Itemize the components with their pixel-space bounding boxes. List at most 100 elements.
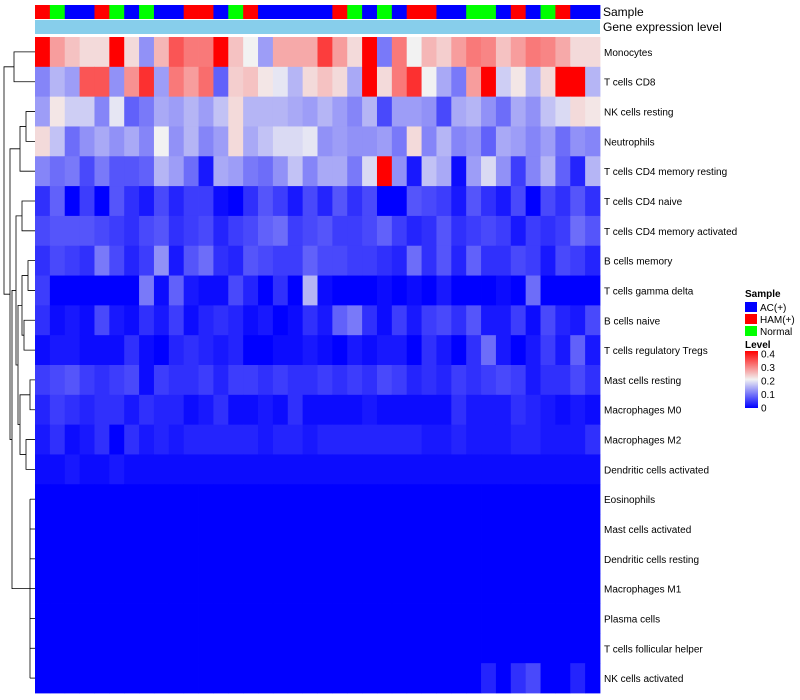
heatmap-cell bbox=[481, 156, 497, 187]
heatmap-cell bbox=[198, 245, 214, 276]
heatmap-cell bbox=[79, 126, 95, 157]
heatmap-cell bbox=[332, 603, 348, 634]
heatmap-cell bbox=[64, 96, 81, 127]
heatmap-cell bbox=[139, 215, 155, 247]
heatmap-cell bbox=[183, 514, 199, 545]
heatmap-cell bbox=[495, 394, 512, 426]
heatmap-cell bbox=[49, 543, 66, 575]
heatmap-cell bbox=[94, 186, 110, 217]
heatmap-cell bbox=[376, 66, 393, 98]
heatmap-cell bbox=[332, 156, 348, 187]
heatmap-cell bbox=[64, 186, 81, 217]
heatmap-cell bbox=[198, 335, 214, 366]
dendrogram-branch bbox=[25, 439, 35, 470]
heatmap-cell bbox=[153, 305, 170, 336]
heatmap-cell bbox=[332, 424, 348, 455]
heatmap-cell bbox=[436, 394, 452, 426]
heatmap-cell bbox=[198, 96, 214, 127]
heatmap-cell bbox=[570, 245, 586, 276]
heatmap-cell bbox=[495, 514, 512, 545]
heatmap-cell bbox=[451, 514, 467, 545]
heatmap-cell bbox=[540, 275, 556, 306]
heatmap-cell bbox=[183, 573, 199, 604]
heatmap-cell bbox=[243, 603, 259, 634]
heatmap-cell bbox=[525, 663, 541, 694]
heatmap-cell bbox=[124, 37, 140, 68]
heatmap-cell bbox=[585, 484, 601, 515]
heatmap-cell bbox=[168, 663, 185, 694]
heatmap-cell bbox=[585, 514, 601, 545]
heatmap-cell bbox=[510, 514, 527, 545]
sample-cell bbox=[109, 5, 125, 19]
heatmap-cell bbox=[451, 245, 467, 276]
heatmap-cell bbox=[525, 603, 541, 634]
heatmap-cell bbox=[228, 186, 244, 217]
heatmap-cell bbox=[64, 335, 81, 366]
heatmap-cell bbox=[258, 305, 274, 336]
heatmap-cell bbox=[124, 365, 140, 396]
heatmap-cell bbox=[153, 603, 170, 634]
heatmap-cell bbox=[495, 66, 512, 98]
heatmap-cell bbox=[481, 573, 497, 604]
heatmap-cell bbox=[258, 275, 274, 306]
heatmap-cell bbox=[347, 275, 363, 306]
heatmap-cell bbox=[585, 663, 601, 694]
heatmap-cell bbox=[495, 126, 512, 157]
heatmap-cell bbox=[585, 365, 601, 396]
heatmap-cell bbox=[347, 126, 363, 157]
sample-cell bbox=[183, 5, 199, 19]
heatmap-cell bbox=[376, 394, 393, 426]
heatmap-cell bbox=[94, 126, 110, 157]
heatmap-cell bbox=[228, 424, 244, 455]
sample-annotation-label: Sample bbox=[603, 5, 644, 19]
heatmap-cell bbox=[466, 96, 482, 127]
heatmap-cell bbox=[525, 305, 541, 336]
heatmap-cell bbox=[406, 663, 422, 694]
dendrogram-branch bbox=[9, 148, 20, 440]
heatmap-cell bbox=[272, 424, 289, 455]
expression-annotation-label: Gene expression level bbox=[603, 20, 722, 34]
heatmap-cell bbox=[183, 663, 199, 694]
heatmap-cell bbox=[332, 245, 348, 276]
heatmap-cell bbox=[272, 603, 289, 634]
heatmap-cell bbox=[481, 484, 497, 515]
heatmap-cell bbox=[79, 96, 95, 127]
heatmap-cell bbox=[391, 37, 408, 68]
heatmap-cell bbox=[168, 96, 185, 127]
heatmap-cell bbox=[228, 514, 244, 545]
heatmap-cell bbox=[347, 454, 363, 485]
heatmap-cell bbox=[332, 66, 348, 98]
heatmap-cell bbox=[79, 215, 95, 247]
heatmap-cell bbox=[49, 424, 66, 455]
heatmap-cell bbox=[451, 663, 467, 694]
heatmap-cell bbox=[228, 365, 244, 396]
heatmap-cell bbox=[525, 66, 541, 98]
heatmap-cell bbox=[109, 66, 125, 98]
heatmap-cell bbox=[94, 275, 110, 306]
heatmap-cell bbox=[585, 305, 601, 336]
heatmap-cell bbox=[510, 156, 527, 187]
heatmap-cell bbox=[168, 514, 185, 545]
heatmap-cell bbox=[525, 424, 541, 455]
heatmap-cell bbox=[94, 245, 110, 276]
heatmap-cell bbox=[243, 335, 259, 366]
heatmap-cell bbox=[510, 424, 527, 455]
heatmap-cell bbox=[258, 454, 274, 485]
heatmap-cell bbox=[466, 186, 482, 217]
legend-label: AC(+) bbox=[760, 303, 786, 314]
heatmap-cell bbox=[391, 573, 408, 604]
heatmap-cell bbox=[287, 335, 304, 366]
heatmap-cell bbox=[168, 37, 185, 68]
heatmap-cell bbox=[555, 305, 571, 336]
legend-label: HAM(+) bbox=[760, 315, 795, 326]
heatmap-cell bbox=[555, 633, 571, 664]
heatmap-cell bbox=[94, 365, 110, 396]
heatmap-cell bbox=[139, 484, 155, 515]
heatmap-cell bbox=[391, 215, 408, 247]
heatmap-cell bbox=[243, 66, 259, 98]
heatmap-cell bbox=[124, 186, 140, 217]
heatmap-cell bbox=[302, 484, 318, 515]
heatmap-cell bbox=[555, 424, 571, 455]
heatmap-cell bbox=[347, 633, 363, 664]
heatmap-cell bbox=[302, 633, 318, 664]
